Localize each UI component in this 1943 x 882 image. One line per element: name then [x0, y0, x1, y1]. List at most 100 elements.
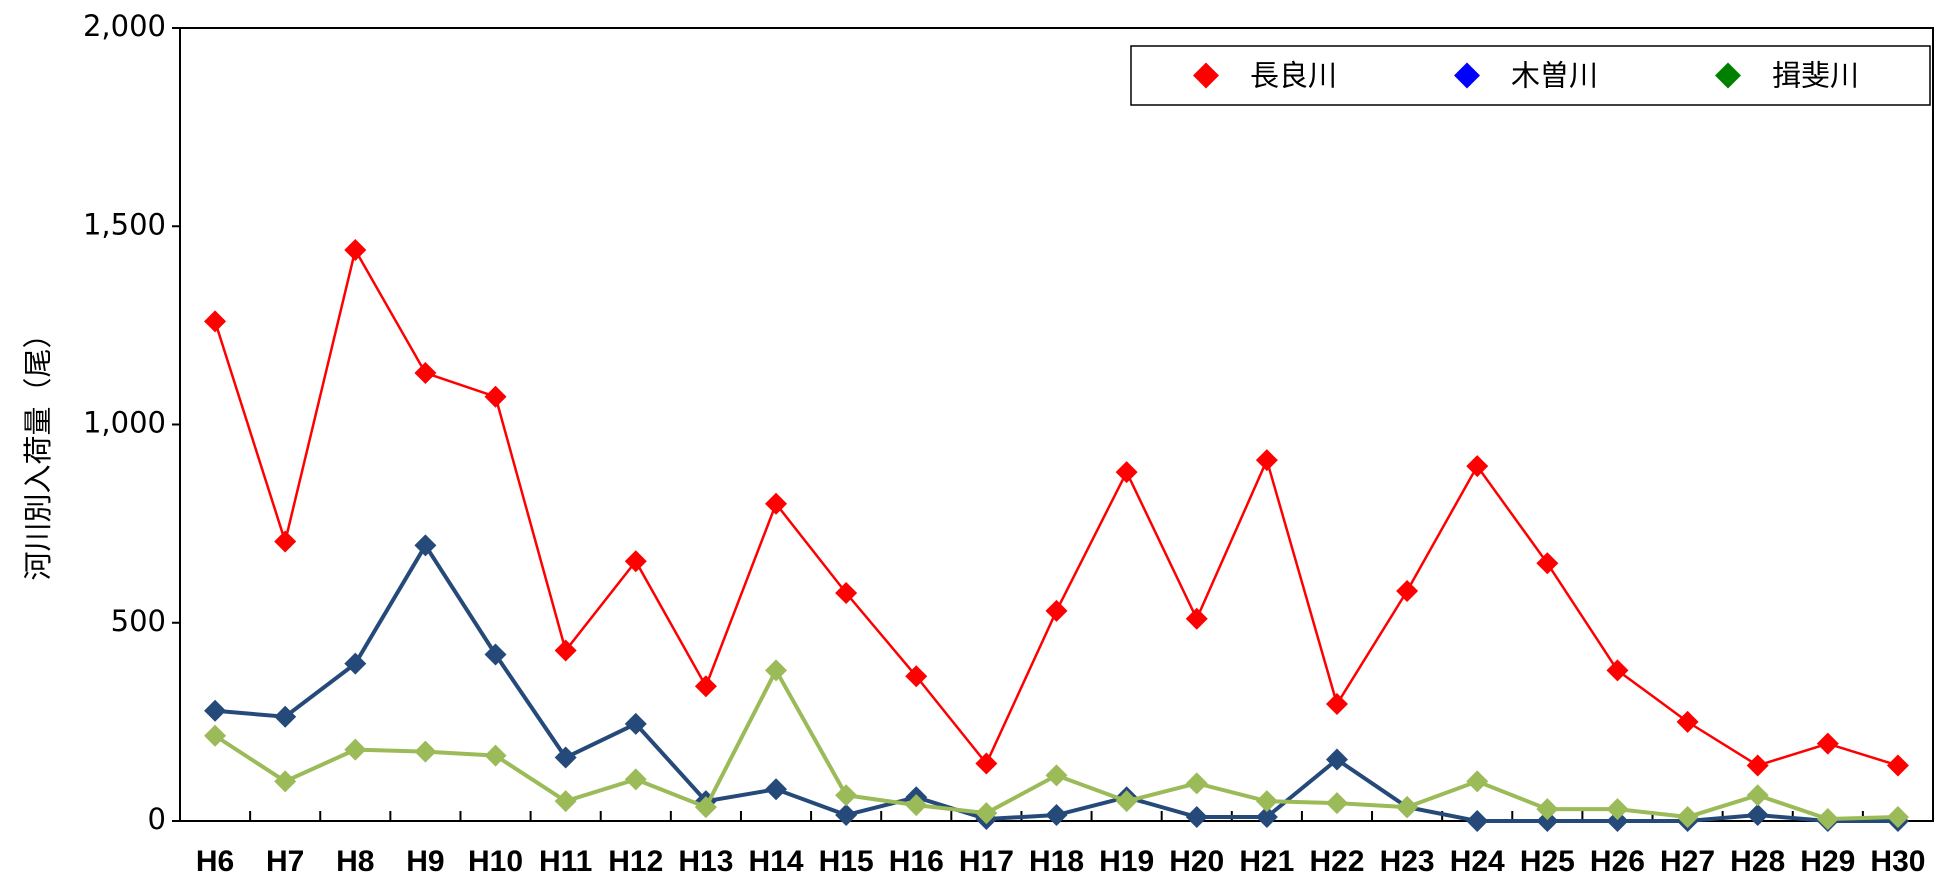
x-tick-label: H26 [1590, 845, 1645, 878]
x-tick-label: H18 [1029, 845, 1084, 878]
data-point [274, 770, 297, 793]
data-point [1045, 599, 1068, 622]
legend-box [1130, 45, 1931, 106]
data-point [204, 724, 227, 747]
data-point [484, 744, 507, 767]
data-point [554, 790, 577, 813]
data-point [344, 239, 367, 262]
data-point [1886, 806, 1909, 829]
x-tick-label: H22 [1309, 845, 1364, 878]
data-point [975, 802, 998, 825]
legend-marker [1715, 62, 1741, 89]
x-tick-label: H25 [1520, 845, 1575, 878]
data-point [484, 643, 507, 666]
x-tick-label: H24 [1450, 845, 1505, 878]
x-tick-label: H10 [468, 845, 523, 878]
data-point [1536, 810, 1559, 832]
data-point [344, 652, 367, 675]
data-point [624, 768, 647, 791]
legend-marker [1454, 62, 1480, 89]
x-tick-label: H28 [1730, 845, 1785, 878]
data-point [1115, 461, 1138, 484]
data-point [1606, 659, 1629, 682]
data-point [1606, 798, 1629, 821]
data-point [1746, 804, 1769, 827]
x-tick-label: H27 [1660, 845, 1715, 878]
data-point [1325, 792, 1348, 815]
data-point [1676, 710, 1699, 733]
x-tick-label: H13 [678, 845, 733, 878]
data-point [1536, 552, 1559, 575]
data-point [1816, 808, 1839, 831]
data-point [1746, 754, 1769, 777]
data-point [975, 752, 998, 775]
data-point [694, 796, 717, 819]
data-point [1816, 732, 1839, 755]
x-tick-label: H29 [1800, 845, 1855, 878]
data-point [554, 746, 577, 769]
data-point [1606, 810, 1629, 832]
x-tick-label: H19 [1099, 845, 1154, 878]
data-point [1325, 693, 1348, 716]
data-point [1255, 806, 1278, 829]
data-point [1115, 790, 1138, 813]
y-axis-label: 河川別入荷量（尾） [21, 319, 55, 580]
data-point [1396, 796, 1419, 819]
data-point [1045, 804, 1068, 827]
x-tick-label: H14 [748, 845, 803, 878]
data-point [765, 492, 788, 515]
data-point [1255, 790, 1278, 813]
data-point [1536, 798, 1559, 821]
data-point [1676, 806, 1699, 829]
data-point [624, 712, 647, 735]
data-point [414, 534, 437, 557]
x-tick-label: H11 [539, 845, 592, 878]
data-point [1185, 806, 1208, 829]
data-point [414, 740, 437, 763]
legend-label: 揖斐川 [1772, 59, 1859, 93]
data-point [835, 784, 858, 807]
x-tick-label: H17 [959, 845, 1014, 878]
plot-area [179, 27, 1934, 822]
y-tick-label: 500 [111, 604, 166, 638]
data-point [1045, 764, 1068, 787]
series-line [213, 666, 1898, 822]
series-line [213, 246, 1899, 767]
data-point [624, 550, 647, 573]
y-tick-label: 2,000 [83, 9, 166, 43]
data-point [1185, 607, 1208, 630]
data-point [1466, 810, 1489, 832]
x-tick-label: H6 [196, 845, 234, 878]
data-point [204, 310, 227, 333]
data-point [1396, 580, 1419, 603]
x-tick-label: H12 [608, 845, 663, 878]
data-point [484, 385, 507, 408]
x-tick-label: H30 [1870, 845, 1925, 878]
data-point [1466, 770, 1489, 793]
x-tick-label: H7 [266, 845, 304, 878]
data-point [1886, 754, 1909, 777]
legend-marker [1193, 62, 1219, 89]
data-point [204, 699, 227, 722]
x-tick-label: H20 [1169, 845, 1224, 878]
data-point [274, 530, 297, 553]
data-point [1325, 748, 1348, 771]
y-tick-label: 1,500 [83, 207, 166, 241]
x-tick-label: H15 [819, 845, 874, 878]
x-tick-label: H8 [336, 845, 374, 878]
data-point [1255, 449, 1278, 472]
data-point [905, 794, 928, 817]
data-point [765, 778, 788, 801]
data-point [905, 665, 928, 688]
y-tick-label: 0 [148, 802, 166, 836]
x-tick-label: H9 [406, 845, 444, 878]
x-tick-label: H23 [1380, 845, 1435, 878]
legend-label: 長良川 [1250, 59, 1337, 93]
data-point [1466, 455, 1489, 478]
legend-label: 木曽川 [1511, 59, 1598, 93]
data-point [274, 705, 297, 728]
data-point [835, 804, 858, 827]
data-point [554, 639, 577, 662]
data-point [694, 675, 717, 698]
